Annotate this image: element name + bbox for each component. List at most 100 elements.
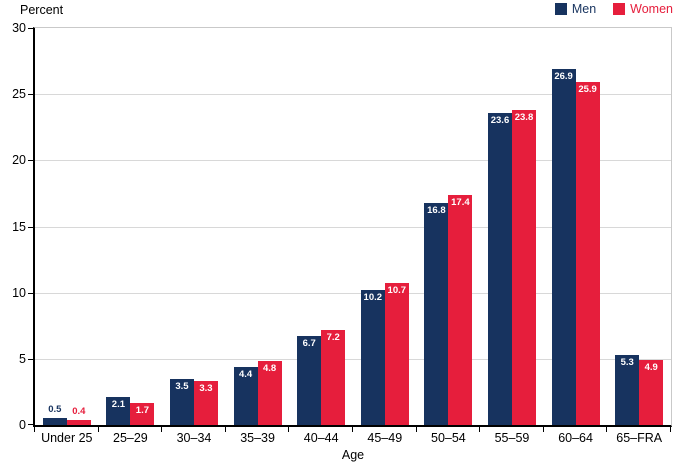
x-tick-mark [670,425,671,432]
y-tick-mark [28,94,33,96]
bar-value-label: 23.6 [490,114,510,126]
bar-men: 26.9 [551,69,576,425]
x-category-label: Under 25 [41,431,93,445]
y-tick-mark [28,292,33,294]
x-category-label: 30–34 [176,431,212,445]
bar-value-label: 4.8 [262,363,277,375]
gridline [35,358,671,360]
legend-label: Women [630,2,673,16]
y-tick-label: 30 [12,21,26,35]
bar-value-label: 26.9 [554,71,573,83]
y-tick-label: 0 [19,418,26,432]
y-tick-mark [28,226,33,228]
bar-group: 16.8 17.4 [417,28,481,425]
bar-women: 17.4 [448,194,473,425]
x-tick-mark [606,425,608,432]
x-tick-mark [415,425,417,432]
bar-women: 7.2 [321,329,346,425]
x-category-label: 45–49 [367,431,403,445]
bar-value-label: 17.4 [451,196,470,208]
gridline [35,226,671,228]
bar-value-label: 7.2 [326,331,340,343]
bar-men: 2.1 [106,397,131,425]
x-category-label: 35–39 [240,431,275,445]
bar-value-label: 23.8 [514,112,534,124]
bar-group: 3.5 3.3 [162,28,226,425]
gridline [35,292,671,294]
bar-group: 6.7 7.2 [289,28,353,425]
bar-group: 0.5 0.4 [35,28,99,425]
bar-value-label: 10.2 [363,292,383,304]
y-tick-mark [28,358,33,360]
y-tick-label: 15 [12,219,26,234]
bar-men: 3.5 [169,378,194,425]
bar-group: 4.4 4.8 [226,28,290,425]
bar-men: 5.3 [615,354,640,425]
y-tick-label: 25 [12,87,26,102]
x-category-label: 55–59 [494,431,530,445]
bar-women: 23.8 [511,110,536,425]
x-tick-mark [34,425,35,432]
y-tick-label: 10 [12,285,26,300]
x-category-label: 60–64 [558,431,593,445]
bar-women: 25.9 [575,82,600,425]
bar-group: 26.9 25.9 [544,28,608,425]
bar-value-label: 0.5 [48,404,62,416]
x-category-label: 65–FRA [616,431,663,445]
plot-area: Age 0 5 10 15 20 25 30 0.5 0.4 Under 25 2.1 1.7 25–2… [12,21,672,462]
bar-value-label: 1.7 [135,404,149,416]
x-tick-mark [97,425,99,432]
bar-value-label: 10.7 [387,285,407,297]
bar-women: 10.7 [384,283,409,425]
x-tick-mark [542,425,544,432]
y-tick-label: 5 [19,351,26,366]
x-category-label: 50–54 [431,431,466,445]
y-tick-mark [28,424,33,425]
legend: Men Women [554,2,673,16]
bar-value-label: 6.7 [302,338,316,350]
bar-women: 4.9 [639,360,664,425]
gridline [35,160,671,162]
bar-value-label: 3.5 [175,380,189,392]
bar-men: 10.2 [360,290,385,425]
bar-women: 0.4 [66,406,91,425]
y-axis-unit-label: Percent [20,3,64,17]
bar-value-label: 25.9 [578,84,597,96]
legend-swatch-icon [613,3,626,15]
bar-value-label: 2.1 [111,399,125,411]
bar-men: 4.4 [233,366,258,425]
bar-women: 4.8 [257,361,282,425]
bar-value-label: 3.3 [199,383,213,395]
x-tick-mark [288,425,290,432]
bar-women: 1.7 [130,402,155,425]
x-tick-mark [352,425,353,432]
bar-group: 23.6 23.8 [480,28,544,425]
bar-men: 23.6 [487,112,512,425]
bar-men: 16.8 [424,202,449,425]
bar-group: 2.1 1.7 [99,28,163,425]
legend-label: Men [571,2,597,16]
x-tick-mark [161,425,163,432]
x-axis-title: Age [341,448,365,462]
bar-group: 5.3 4.9 [607,28,671,425]
legend-swatch-icon [554,3,567,15]
x-tick-mark [479,425,481,432]
x-category-label: 40–44 [303,431,339,445]
x-tick-mark [224,425,226,432]
legend-item-men: Men [554,2,597,16]
bar-group: 10.2 10.7 [353,28,417,425]
bar-value-label: 4.4 [238,368,253,380]
y-tick-mark [28,160,33,162]
x-category-label: 25–29 [113,431,148,445]
legend-item-women: Women [613,2,673,16]
bar-value-label: 5.3 [620,356,634,368]
bar-value-label: 16.8 [427,204,446,216]
bar-men: 0.5 [42,404,67,425]
y-tick-label: 20 [12,153,26,168]
bar-men: 6.7 [297,336,322,425]
bar-value-label: 4.9 [644,362,658,374]
gridline [35,94,671,96]
bar-women: 3.3 [193,381,218,425]
bar-value-label: 0.4 [72,405,86,417]
